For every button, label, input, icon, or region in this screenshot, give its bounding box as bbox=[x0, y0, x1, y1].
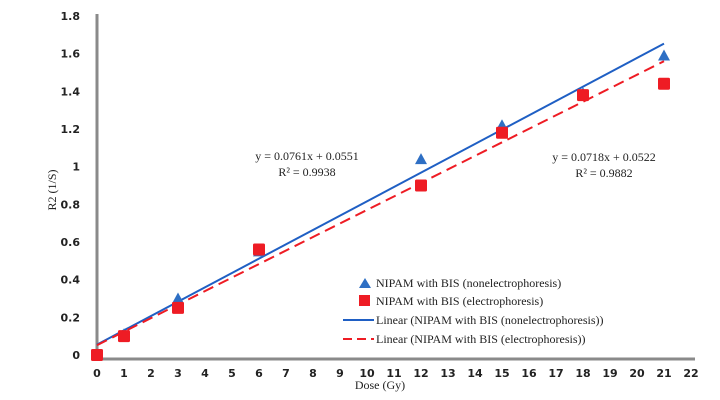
x-tick-label: 5 bbox=[228, 367, 236, 380]
y-tick-label: 0 bbox=[72, 349, 80, 362]
data-point-square bbox=[253, 243, 265, 256]
x-tick-label: 11 bbox=[386, 367, 401, 380]
x-tick-label: 7 bbox=[282, 367, 290, 380]
x-tick-label: 19 bbox=[602, 367, 617, 380]
y-tick-label: 1 bbox=[72, 161, 80, 174]
x-tick-label: 8 bbox=[309, 367, 317, 380]
y-tick-label: 1.2 bbox=[61, 123, 81, 136]
r2-electrophoresis: R² = 0.9882 bbox=[575, 166, 632, 180]
x-axis-label: Dose (Gy) bbox=[355, 378, 405, 392]
x-tick-label: 15 bbox=[494, 367, 509, 380]
data-point-square bbox=[415, 179, 427, 192]
r2-nonelectrophoresis: R² = 0.9938 bbox=[278, 165, 335, 179]
x-tick-label: 21 bbox=[656, 367, 671, 380]
y-tick-label: 0.4 bbox=[61, 274, 81, 287]
data-point-square bbox=[118, 330, 130, 343]
data-point-square bbox=[496, 126, 508, 139]
data-points bbox=[91, 49, 670, 361]
axes: 0 1 2 3 4 5 6 7 8 9 10 11 12 13 14 15 16 17 18 19 20 21 2200.2… bbox=[61, 10, 699, 380]
legend-label-linear-nonelectrophoresis: Linear (NIPAM with BIS (nonelectrophores… bbox=[376, 313, 604, 327]
x-tick-label: 9 bbox=[336, 367, 344, 380]
legend-label-linear-electrophoresis: Linear (NIPAM with BIS (electrophoresis)… bbox=[376, 332, 586, 346]
x-tick-label: 0 bbox=[93, 367, 101, 380]
x-tick-label: 10 bbox=[359, 367, 375, 380]
x-tick-label: 1 bbox=[120, 367, 128, 380]
y-tick-label: 1.8 bbox=[61, 10, 81, 23]
legend-square-marker bbox=[359, 295, 370, 306]
data-point-square bbox=[172, 301, 184, 314]
equation-nonelectrophoresis: y = 0.0761x + 0.0551 bbox=[255, 149, 359, 163]
legend-label-nonelectrophoresis: NIPAM with BIS (nonelectrophoresis) bbox=[376, 276, 561, 290]
x-tick-label: 3 bbox=[174, 367, 182, 380]
x-tick-label: 20 bbox=[629, 367, 645, 380]
trendline-electrophoresis bbox=[96, 60, 665, 347]
trendline-nonelectrophoresis bbox=[96, 42, 665, 346]
x-tick-label: 6 bbox=[255, 367, 263, 380]
y-tick-label: 0.2 bbox=[61, 311, 81, 324]
data-point-triangle bbox=[658, 49, 670, 61]
y-axis-label: R2 (1/S) bbox=[45, 169, 59, 210]
y-tick-label: 1.4 bbox=[61, 85, 81, 98]
data-point-square bbox=[91, 349, 103, 361]
x-tick-label: 2 bbox=[147, 367, 155, 380]
legend-triangle-marker bbox=[359, 278, 371, 288]
data-point-triangle bbox=[415, 153, 427, 165]
x-tick-label: 16 bbox=[521, 367, 537, 380]
x-tick-label: 14 bbox=[467, 367, 483, 380]
x-tick-label: 4 bbox=[201, 367, 209, 380]
data-point-square bbox=[577, 89, 589, 102]
legend: NIPAM with BIS (nonelectrophoresis) NIPA… bbox=[343, 276, 604, 346]
y-tick-label: 1.6 bbox=[61, 48, 81, 61]
x-tick-label: 13 bbox=[440, 367, 455, 380]
x-tick-label: 22 bbox=[683, 367, 698, 380]
trendlines bbox=[96, 42, 665, 347]
data-point-triangle bbox=[172, 292, 184, 304]
x-tick-label: 17 bbox=[548, 367, 563, 380]
data-point-square bbox=[658, 77, 670, 90]
x-tick-label: 12 bbox=[413, 367, 428, 380]
legend-label-electrophoresis: NIPAM with BIS (electrophoresis) bbox=[376, 294, 543, 308]
y-tick-label: 0.8 bbox=[61, 198, 81, 211]
equation-electrophoresis: y = 0.0718x + 0.0522 bbox=[552, 150, 656, 164]
y-tick-label: 0.6 bbox=[61, 236, 81, 249]
x-tick-label: 18 bbox=[575, 367, 590, 380]
